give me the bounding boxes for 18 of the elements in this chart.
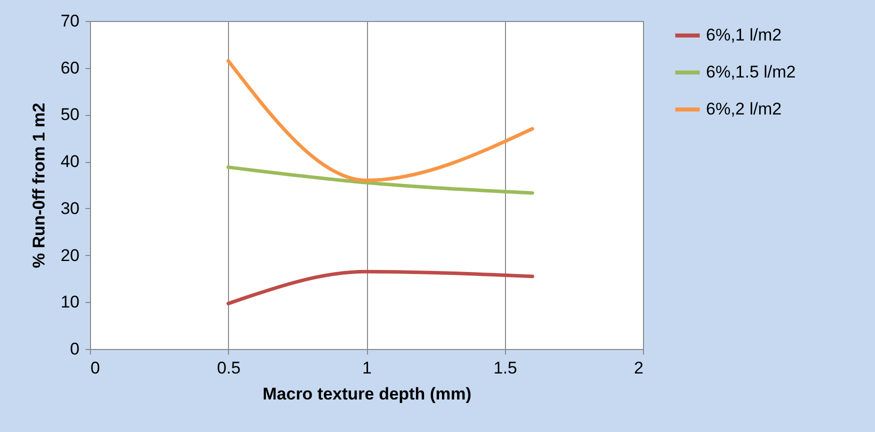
legend-label: 6%,1.5 l/m2 — [706, 62, 796, 82]
x-tick-label: 1 — [362, 358, 372, 378]
y-tick-label: 70 — [60, 12, 80, 30]
y-tick-label: 30 — [60, 198, 80, 218]
legend-label: 6%,2 l/m2 — [706, 100, 782, 118]
x-tick-label: 0 — [90, 358, 100, 378]
y-tick-label: 0 — [70, 340, 80, 358]
y-tick-label: 20 — [60, 246, 80, 265]
x-axis-title: Macro texture depth (mm) — [262, 384, 472, 404]
y-tick-label: 50 — [60, 105, 80, 124]
y-tick-label: 60 — [60, 58, 80, 78]
legend-label: 6%,1 l/m2 — [706, 26, 782, 44]
x-tick-label: 2 — [634, 358, 644, 378]
y-tick-label: 10 — [60, 292, 80, 312]
x-tick-label: 1.5 — [493, 358, 518, 378]
y-tick-label: 40 — [60, 152, 80, 172]
x-tick-label: 0.5 — [216, 358, 241, 378]
y-axis-title: % Run-0ff from 1 m2 — [30, 102, 49, 268]
